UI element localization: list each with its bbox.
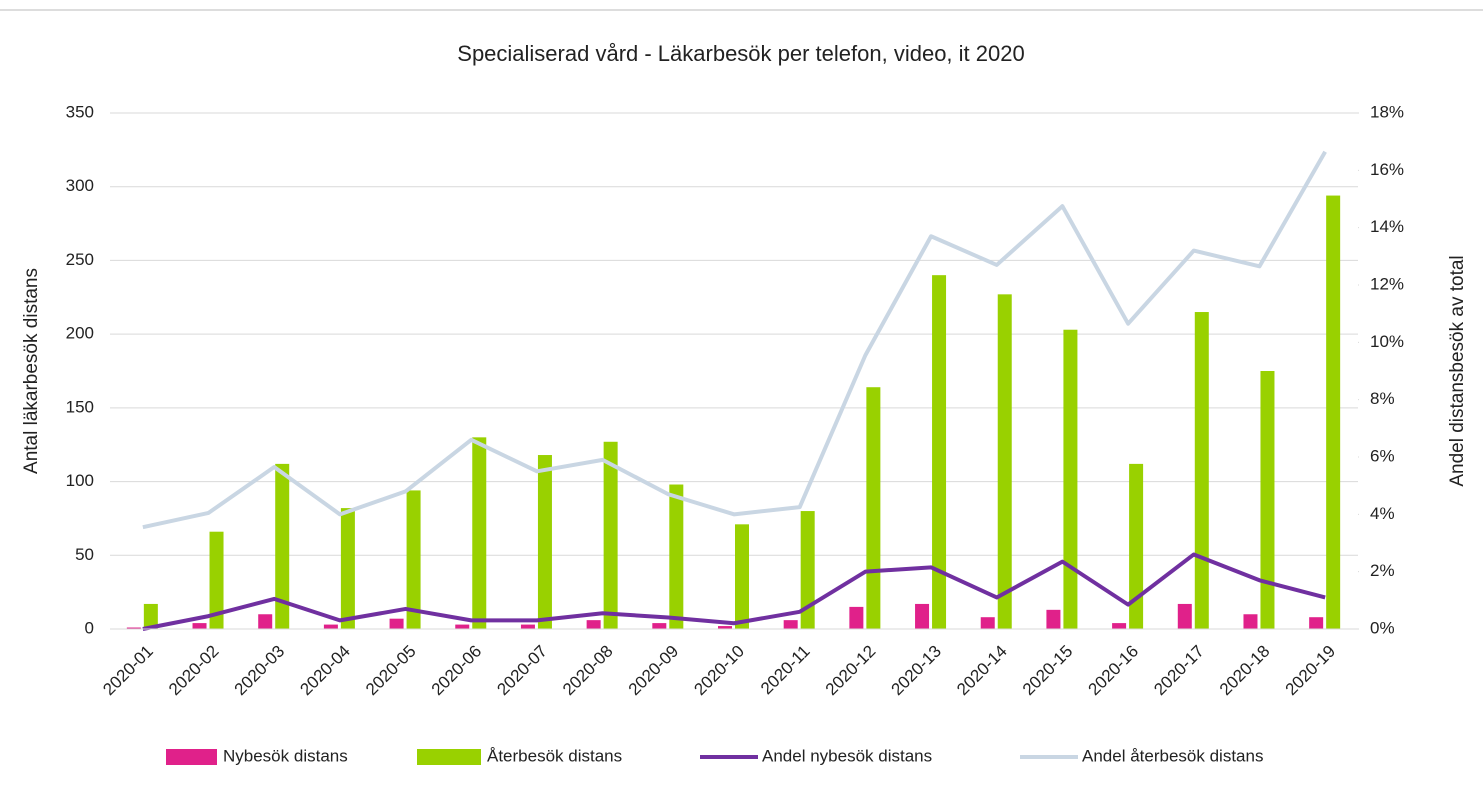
bar (980, 617, 995, 629)
y2-tick-label: 18% (1370, 102, 1404, 121)
bar (997, 294, 1012, 629)
x-tick-label: 2020-14 (953, 642, 1011, 700)
bar (1129, 463, 1144, 629)
bar (1243, 614, 1258, 629)
x-tick-label: 2020-16 (1085, 642, 1143, 700)
legend-label: Återbesök distans (487, 746, 622, 765)
line-series (142, 552, 1326, 631)
y-tick-label: 300 (66, 176, 94, 195)
bar (258, 614, 273, 629)
bar (389, 618, 404, 629)
y-tick-label: 200 (66, 324, 94, 343)
bar (849, 606, 864, 629)
x-tick-label: 2020-17 (1150, 642, 1208, 700)
y-tick-label: 100 (66, 471, 94, 490)
y2-tick-label: 16% (1370, 160, 1404, 179)
y2-tick-label: 4% (1370, 504, 1395, 523)
x-tick-label: 2020-18 (1216, 642, 1274, 700)
x-tick-label: 2020-12 (822, 642, 880, 700)
bar (1112, 623, 1127, 629)
legend-label: Andel nybesök distans (762, 746, 932, 765)
x-tick-label: 2020-02 (165, 642, 223, 700)
legend-swatch (166, 749, 217, 765)
legend-swatch (417, 749, 481, 765)
bar (192, 623, 207, 629)
bar (1063, 329, 1078, 629)
chart-title: Specialiserad vård - Läkarbesök per tele… (457, 41, 1024, 66)
y2-tick-label: 0% (1370, 618, 1395, 637)
bar (537, 455, 552, 629)
y-tick-label: 0 (85, 618, 94, 637)
bar (340, 508, 355, 629)
bar (209, 531, 224, 629)
bar (126, 627, 141, 629)
x-tick-label: 2020-13 (888, 642, 946, 700)
bar (1309, 617, 1324, 629)
bar (406, 490, 421, 629)
y-tick-label: 250 (66, 250, 94, 269)
y2-tick-label: 8% (1370, 389, 1395, 408)
x-tick-label: 2020-11 (757, 642, 814, 699)
y-tick-label: 150 (66, 397, 94, 416)
bar (1194, 312, 1209, 629)
bar (1177, 603, 1192, 629)
bar (718, 626, 732, 629)
x-tick-label: 2020-19 (1282, 642, 1340, 700)
bar (1326, 195, 1341, 629)
bar (603, 441, 618, 629)
bar (455, 624, 470, 629)
y2-tick-label: 6% (1370, 446, 1395, 465)
bar (520, 624, 535, 629)
y-axis-title: Antal läkarbesök distans (21, 268, 42, 474)
bar (143, 603, 158, 629)
bar (735, 524, 749, 629)
line-series (142, 150, 1327, 530)
legend-label: Andel återbesök distans (1082, 746, 1263, 765)
x-tick-label: 2020-04 (296, 642, 354, 700)
bar (1046, 609, 1061, 629)
y2-tick-label: 12% (1370, 274, 1404, 293)
bar (800, 511, 815, 629)
bar (323, 624, 338, 629)
bar (472, 437, 487, 629)
y-tick-label: 50 (75, 545, 94, 564)
x-tick-label: 2020-09 (625, 642, 683, 700)
bar (669, 484, 684, 629)
y-tick-label: 350 (66, 102, 94, 121)
x-tick-label: 2020-03 (231, 642, 289, 700)
bar (866, 387, 881, 629)
y2-tick-label: 2% (1370, 561, 1395, 580)
legend-label: Nybesök distans (223, 746, 348, 765)
bar (586, 620, 601, 629)
bar (275, 463, 290, 629)
y2-tick-label: 10% (1370, 332, 1404, 351)
bar (783, 620, 798, 629)
bar (932, 275, 947, 629)
x-tick-label: 2020-01 (99, 642, 157, 700)
y2-axis-title: Andel distansbesök av total (1447, 255, 1468, 486)
bar (1260, 371, 1275, 629)
x-tick-label: 2020-05 (362, 642, 420, 700)
y2-tick-label: 14% (1370, 217, 1404, 236)
x-tick-label: 2020-08 (559, 642, 617, 700)
x-tick-label: 2020-10 (690, 642, 748, 700)
bar (915, 603, 930, 629)
x-tick-label: 2020-06 (428, 642, 486, 700)
x-tick-label: 2020-07 (493, 642, 551, 700)
bar (652, 623, 667, 629)
x-tick-label: 2020-15 (1019, 642, 1077, 700)
